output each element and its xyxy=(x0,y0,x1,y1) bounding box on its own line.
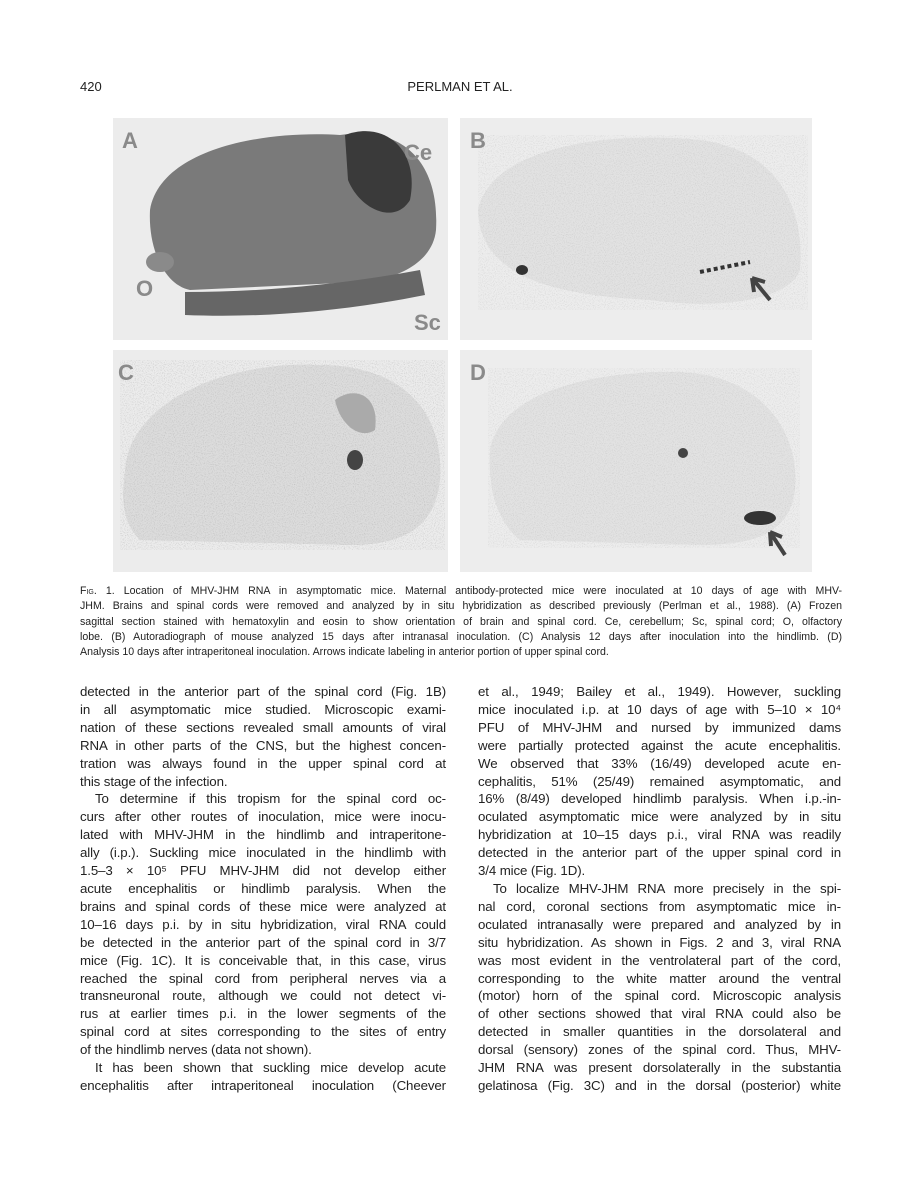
body-line: To determine if this tropism for the spi… xyxy=(95,791,446,807)
body-line: 1.5–3 × 10⁵ PFU MHV-JHM did not develop … xyxy=(80,863,446,879)
body-line: nation of these sections revealed small … xyxy=(80,719,446,735)
caption-text: JHM. Brains and spinal cords were remove… xyxy=(80,600,842,613)
body-line: spinal cord at sites corresponding to th… xyxy=(80,1024,446,1040)
panel-letter: C xyxy=(118,360,134,385)
figure: A Ce O Sc B C D xyxy=(113,118,812,572)
section-a xyxy=(146,131,437,316)
structure-label: O xyxy=(136,276,153,301)
structure-label: Sc xyxy=(414,310,441,335)
text-column: et al., 1949; Bailey et al., 1949). Howe… xyxy=(478,683,841,1095)
text-column: detected in the anterior part of the spi… xyxy=(80,683,446,1095)
body-line: was most evident in the ventrolateral pa… xyxy=(478,952,841,968)
body-line: 3/4 mice (Fig. 1D). xyxy=(478,863,586,879)
caption-text: lobe. (B) Autoradiograph of mouse analyz… xyxy=(80,630,842,643)
caption-line: lobe. (B) Autoradiograph of mouse analyz… xyxy=(80,630,842,645)
body-line: detected in smaller quantities in the do… xyxy=(478,1024,841,1040)
body-line: PFU of MHV-JHM and nursed by immunized d… xyxy=(478,719,841,735)
body-line: It has been shown that suckling mice dev… xyxy=(95,1060,446,1076)
body-line: in all asymptomatic mice studied. Micros… xyxy=(80,701,446,717)
body-line: oculated asymptomatic mice were analyzed… xyxy=(478,809,841,825)
panel-letter: B xyxy=(470,128,486,153)
body-line: reached the spinal cord from peripheral … xyxy=(80,970,446,986)
caption-line: Analysis 10 days after intraperitoneal i… xyxy=(80,645,842,660)
structure-label: Ce xyxy=(404,140,432,165)
figure-caption: Fig. 1. Location of MHV-JHM RNA in asymp… xyxy=(80,584,842,660)
body-line: gelatinosa (Fig. 3C) and in the dorsal (… xyxy=(478,1077,841,1093)
body-line: situ hybridization. As shown in Figs. 2 … xyxy=(478,934,841,950)
body-line: dorsal (sensory) zones of the spinal cor… xyxy=(478,1042,841,1058)
body-line: detected in the anterior part of the upp… xyxy=(478,845,841,861)
caption-line: JHM. Brains and spinal cords were remove… xyxy=(80,599,842,614)
body-line: mice inoculated i.p. at 10 days of age w… xyxy=(478,701,841,717)
body-line: rus at earlier times p.i. in the lower s… xyxy=(80,1006,446,1022)
body-line: hybridization at 10–15 days p.i., viral … xyxy=(478,827,841,843)
body-line: We observed that 33% (16/49) developed a… xyxy=(478,755,841,771)
caption-text: Analysis 10 days after intraperitoneal i… xyxy=(80,646,609,659)
body-line: acute encephalitis or hindlimb paralysis… xyxy=(80,880,446,896)
caption-text: Location of MHV-JHM RNA in asymptomatic … xyxy=(123,585,842,597)
caption-label: Fig. 1. xyxy=(80,585,115,597)
caption-text: sagittal section stained with hematoxyli… xyxy=(80,615,842,628)
body-line: encephalitis after intraperitoneal inocu… xyxy=(80,1077,446,1093)
body-line: To localize MHV-JHM RNA more precisely i… xyxy=(493,880,841,896)
body-line: mice (Fig. 1C). It is conceivable that, … xyxy=(80,952,446,968)
caption-line: Fig. 1. Location of MHV-JHM RNA in asymp… xyxy=(80,584,842,599)
body-line: cephalitis, 51% (25/49) remained asympto… xyxy=(478,773,841,789)
body-line: 16% (8/49) developed hindlimb paralysis.… xyxy=(478,791,841,807)
body-line: oculated intranasally were prepared and … xyxy=(478,916,841,932)
body-line: curs after other routes of inoculation, … xyxy=(80,809,446,825)
section-c xyxy=(120,360,445,550)
section-d xyxy=(488,368,800,557)
body-line: nal cord, coronal sections from asymptom… xyxy=(478,898,841,914)
body-line: lated with MHV-JHM in the hindlimb and i… xyxy=(80,827,446,843)
caption-line: sagittal section stained with hematoxyli… xyxy=(80,615,842,630)
body-line: ally (i.p.). Suckling mice inoculated in… xyxy=(80,845,446,861)
panel-letter: A xyxy=(122,128,138,153)
body-line: (motor) horn of the spinal cord. Microsc… xyxy=(478,988,841,1004)
body-line: JHM RNA was present dorsolaterally in th… xyxy=(478,1060,841,1076)
body-line: be detected in the anterior part of the … xyxy=(80,934,446,950)
body-line: were partially protected against the acu… xyxy=(478,737,841,753)
page-number: 420 xyxy=(80,79,102,94)
body-line: brains and spinal cords of these mice we… xyxy=(80,898,446,914)
body-line: corresponding to the white matter around… xyxy=(478,970,841,986)
body-line: this stage of the infection. xyxy=(80,773,228,789)
body-line: detected in the anterior part of the spi… xyxy=(80,684,446,699)
running-title: PERLMAN ET AL. xyxy=(407,79,513,94)
panel-letter: D xyxy=(470,360,486,385)
body-line: 10–16 days p.i. by in situ hybridization… xyxy=(80,916,446,932)
body-line: RNA in other parts of the CNS, but the h… xyxy=(80,737,446,753)
body-line: of the hindlimb nerves (data not shown). xyxy=(80,1042,312,1058)
body-line: tration was always found in the upper sp… xyxy=(80,755,446,771)
body-line: transneuronal route, although we could n… xyxy=(80,988,446,1004)
section-b xyxy=(478,135,808,310)
body-line: et al., 1949; Bailey et al., 1949). Howe… xyxy=(478,684,841,699)
body-line: of other sections showed that viral RNA … xyxy=(478,1006,841,1022)
